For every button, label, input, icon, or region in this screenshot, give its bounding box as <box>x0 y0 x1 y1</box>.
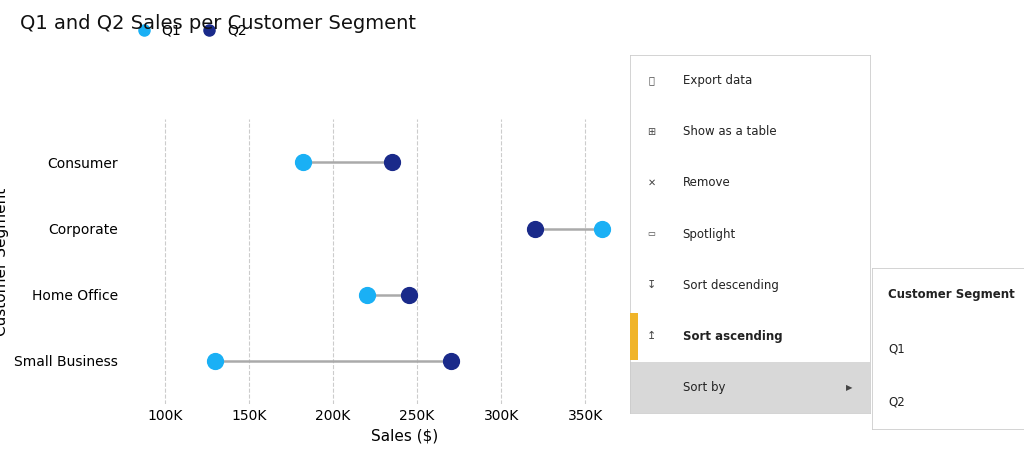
Text: ✕: ✕ <box>647 178 655 188</box>
Point <box>442 357 459 364</box>
Text: Export data: Export data <box>683 74 752 87</box>
Point <box>384 159 400 166</box>
Text: ↥: ↥ <box>647 331 656 341</box>
Point <box>358 291 375 298</box>
Point <box>400 291 417 298</box>
Y-axis label: Customer Segment: Customer Segment <box>0 188 8 336</box>
Point <box>295 159 311 166</box>
Text: Remove: Remove <box>683 176 730 190</box>
Text: ⊞: ⊞ <box>647 127 655 137</box>
Text: Sort ascending: Sort ascending <box>683 330 782 343</box>
Text: Q1 and Q2 Sales per Customer Segment: Q1 and Q2 Sales per Customer Segment <box>20 14 417 33</box>
Point <box>207 357 223 364</box>
Text: ↧: ↧ <box>647 280 656 290</box>
Text: Q2: Q2 <box>888 396 905 409</box>
Text: Sort by: Sort by <box>683 381 725 394</box>
X-axis label: Sales ($): Sales ($) <box>371 428 438 443</box>
Text: ▶: ▶ <box>846 383 852 392</box>
Text: Show as a table: Show as a table <box>683 125 776 138</box>
Bar <box>630 362 870 413</box>
Text: Spotlight: Spotlight <box>683 228 736 241</box>
Text: Customer Segment: Customer Segment <box>888 288 1015 302</box>
Point <box>526 225 543 232</box>
Text: Sort descending: Sort descending <box>683 279 778 292</box>
Text: ▭: ▭ <box>647 230 655 239</box>
Text: 🗋: 🗋 <box>648 76 654 86</box>
Text: Q1: Q1 <box>888 342 905 355</box>
Point <box>594 225 610 232</box>
Bar <box>630 313 638 360</box>
Legend: Q1, Q2: Q1, Q2 <box>124 18 253 43</box>
